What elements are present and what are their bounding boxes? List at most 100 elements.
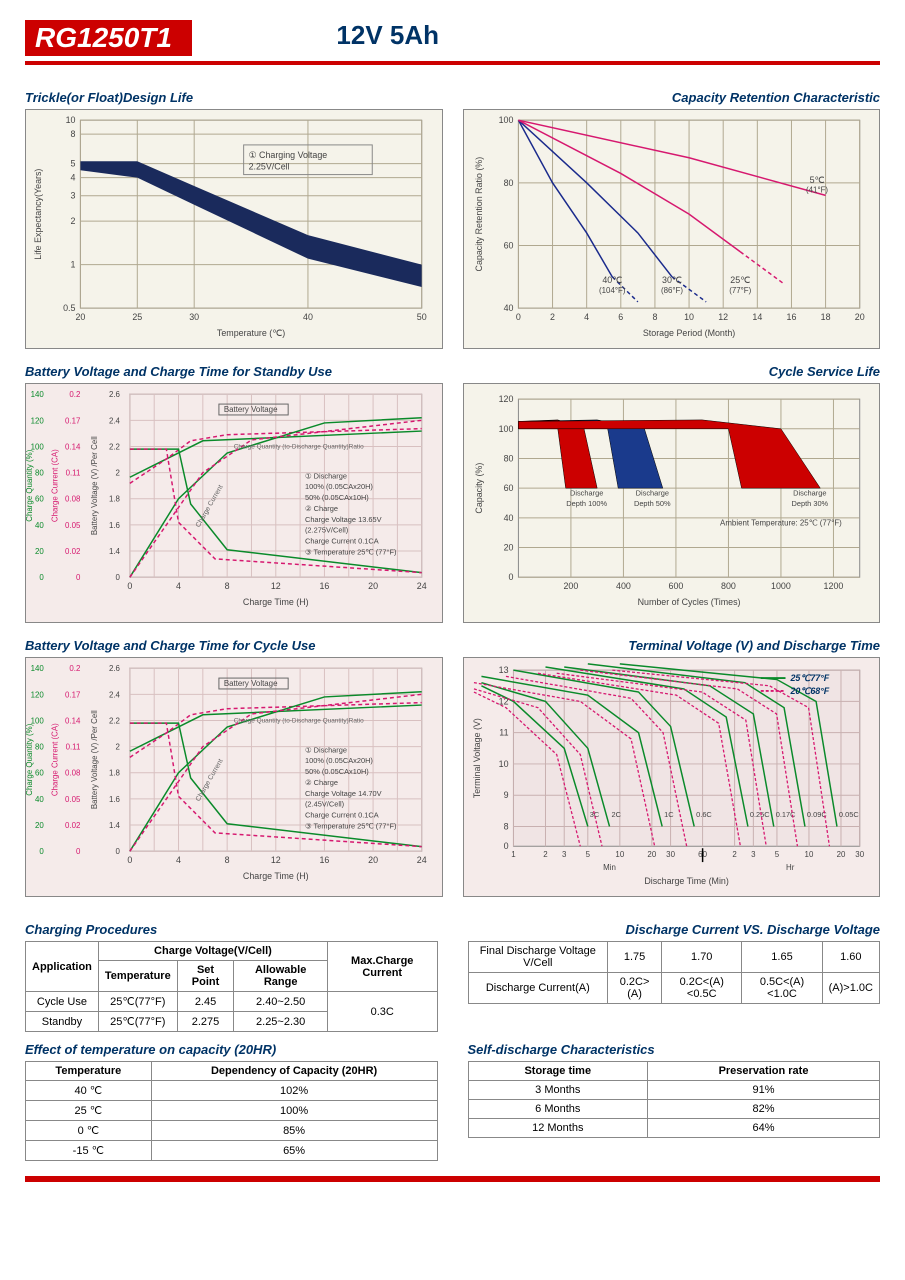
svg-text:① Discharge: ① Discharge bbox=[305, 745, 347, 754]
retention-title: Capacity Retention Characteristic bbox=[463, 90, 881, 105]
svg-text:Battery Voltage: Battery Voltage bbox=[224, 679, 278, 688]
svg-text:200: 200 bbox=[563, 581, 578, 591]
svg-text:80: 80 bbox=[503, 178, 513, 188]
svg-text:3: 3 bbox=[751, 850, 756, 859]
svg-text:Charge Time (H): Charge Time (H) bbox=[243, 597, 309, 607]
svg-text:80: 80 bbox=[503, 453, 513, 463]
th-max: Max.Charge Current bbox=[327, 942, 437, 992]
svg-text:20: 20 bbox=[35, 547, 44, 556]
svg-text:20: 20 bbox=[647, 850, 656, 859]
svg-text:2: 2 bbox=[116, 743, 120, 752]
svg-text:8: 8 bbox=[225, 581, 230, 591]
svg-text:0.05: 0.05 bbox=[65, 795, 81, 804]
svg-text:0.05C: 0.05C bbox=[838, 810, 858, 819]
svg-text:0: 0 bbox=[515, 312, 520, 322]
svg-text:2.2: 2.2 bbox=[109, 442, 120, 451]
svg-text:0.17: 0.17 bbox=[65, 690, 80, 699]
svg-text:60: 60 bbox=[35, 495, 44, 504]
charging-title: Charging Procedures bbox=[25, 922, 438, 937]
th-ar: Allowable Range bbox=[234, 961, 328, 992]
svg-text:Battery Voltage (V) /Per Cell: Battery Voltage (V) /Per Cell bbox=[90, 436, 99, 535]
svg-text:Temperature (℃): Temperature (℃) bbox=[217, 328, 285, 338]
svg-text:Charge Current (CA): Charge Current (CA) bbox=[51, 449, 60, 522]
svg-text:40: 40 bbox=[503, 303, 513, 313]
svg-text:0.2: 0.2 bbox=[69, 664, 80, 673]
svg-text:14: 14 bbox=[752, 312, 762, 322]
svg-text:9: 9 bbox=[503, 790, 508, 800]
svg-text:0.25C: 0.25C bbox=[749, 810, 769, 819]
svg-text:100: 100 bbox=[498, 424, 513, 434]
svg-text:10: 10 bbox=[684, 312, 694, 322]
svg-text:Charge Quantity (to-Discharge: Charge Quantity (to-Discharge Quantity)R… bbox=[234, 718, 364, 725]
svg-text:1200: 1200 bbox=[823, 581, 843, 591]
svg-text:100: 100 bbox=[498, 115, 513, 125]
svg-text:600: 600 bbox=[668, 581, 683, 591]
svg-text:2.25V/Cell: 2.25V/Cell bbox=[249, 162, 290, 172]
svg-text:(41°F): (41°F) bbox=[806, 186, 828, 195]
svg-text:12: 12 bbox=[718, 312, 728, 322]
svg-text:12: 12 bbox=[271, 855, 281, 865]
svg-text:20: 20 bbox=[75, 312, 85, 322]
svg-text:8: 8 bbox=[225, 855, 230, 865]
svg-text:① Discharge: ① Discharge bbox=[305, 471, 347, 480]
svg-text:0.17: 0.17 bbox=[65, 416, 80, 425]
svg-text:Discharge Time (Min): Discharge Time (Min) bbox=[644, 876, 729, 886]
svg-text:4: 4 bbox=[584, 312, 589, 322]
svg-text:Depth 30%: Depth 30% bbox=[791, 499, 828, 508]
svg-text:0.2: 0.2 bbox=[69, 390, 80, 399]
svg-text:Battery Voltage (V) /Per Cell: Battery Voltage (V) /Per Cell bbox=[90, 710, 99, 809]
svg-text:30: 30 bbox=[855, 850, 864, 859]
svg-text:5: 5 bbox=[71, 159, 76, 169]
svg-text:0: 0 bbox=[39, 573, 44, 582]
svg-text:2.4: 2.4 bbox=[109, 416, 121, 425]
svg-text:25℃: 25℃ bbox=[730, 275, 750, 285]
svg-text:Discharge: Discharge bbox=[569, 489, 602, 498]
svg-text:140: 140 bbox=[31, 390, 45, 399]
svg-text:(86°F): (86°F) bbox=[660, 286, 682, 295]
svg-text:120: 120 bbox=[498, 394, 513, 404]
svg-text:2: 2 bbox=[550, 312, 555, 322]
svg-text:1000: 1000 bbox=[771, 581, 791, 591]
svg-text:12: 12 bbox=[271, 581, 281, 591]
svg-text:30: 30 bbox=[666, 850, 675, 859]
svg-text:(104°F): (104°F) bbox=[599, 286, 626, 295]
terminal-title: Terminal Voltage (V) and Discharge Time bbox=[463, 638, 881, 653]
svg-text:Number of Cycles (Times): Number of Cycles (Times) bbox=[637, 597, 740, 607]
header: RG1250T1 12V 5Ah bbox=[25, 20, 880, 65]
svg-text:10: 10 bbox=[66, 115, 76, 125]
svg-text:10: 10 bbox=[498, 759, 508, 769]
svg-text:120: 120 bbox=[31, 690, 45, 699]
svg-text:40: 40 bbox=[35, 795, 44, 804]
svg-text:0: 0 bbox=[76, 573, 81, 582]
standby-chart: 000200.021.4400.051.6600.081.8800.112100… bbox=[25, 383, 443, 623]
table-row: Cycle Use 25℃(77°F) 2.45 2.40~2.50 0.3C bbox=[26, 992, 438, 1012]
svg-text:0.14: 0.14 bbox=[65, 442, 81, 451]
svg-text:3: 3 bbox=[71, 191, 76, 201]
svg-text:Charge Current 0.1CA: Charge Current 0.1CA bbox=[305, 811, 379, 820]
svg-text:80: 80 bbox=[35, 469, 44, 478]
svg-text:3: 3 bbox=[562, 850, 567, 859]
svg-text:5: 5 bbox=[585, 850, 590, 859]
terminal-chart: 89101112130123510203060235102030MinHr3C2… bbox=[463, 657, 881, 897]
svg-text:1.4: 1.4 bbox=[109, 821, 121, 830]
charging-table: Application Charge Voltage(V/Cell) Max.C… bbox=[25, 941, 438, 1032]
svg-text:50: 50 bbox=[417, 312, 427, 322]
svg-text:6: 6 bbox=[618, 312, 623, 322]
svg-text:0.08: 0.08 bbox=[65, 495, 81, 504]
svg-text:Hr: Hr bbox=[786, 863, 795, 872]
svg-text:18: 18 bbox=[820, 312, 830, 322]
svg-text:8: 8 bbox=[652, 312, 657, 322]
svg-text:20: 20 bbox=[368, 581, 378, 591]
svg-text:Discharge: Discharge bbox=[635, 489, 668, 498]
svg-text:10: 10 bbox=[804, 850, 813, 859]
svg-text:4: 4 bbox=[176, 581, 181, 591]
svg-text:40: 40 bbox=[303, 312, 313, 322]
svg-text:0: 0 bbox=[508, 572, 513, 582]
svg-text:Discharge: Discharge bbox=[793, 489, 826, 498]
svg-text:Depth 50%: Depth 50% bbox=[633, 499, 670, 508]
svg-text:0: 0 bbox=[503, 841, 508, 851]
svg-text:Charge Quantity (%): Charge Quantity (%) bbox=[26, 723, 34, 795]
svg-text:1.6: 1.6 bbox=[109, 795, 121, 804]
svg-text:13: 13 bbox=[498, 665, 508, 675]
svg-text:2C: 2C bbox=[611, 810, 621, 819]
